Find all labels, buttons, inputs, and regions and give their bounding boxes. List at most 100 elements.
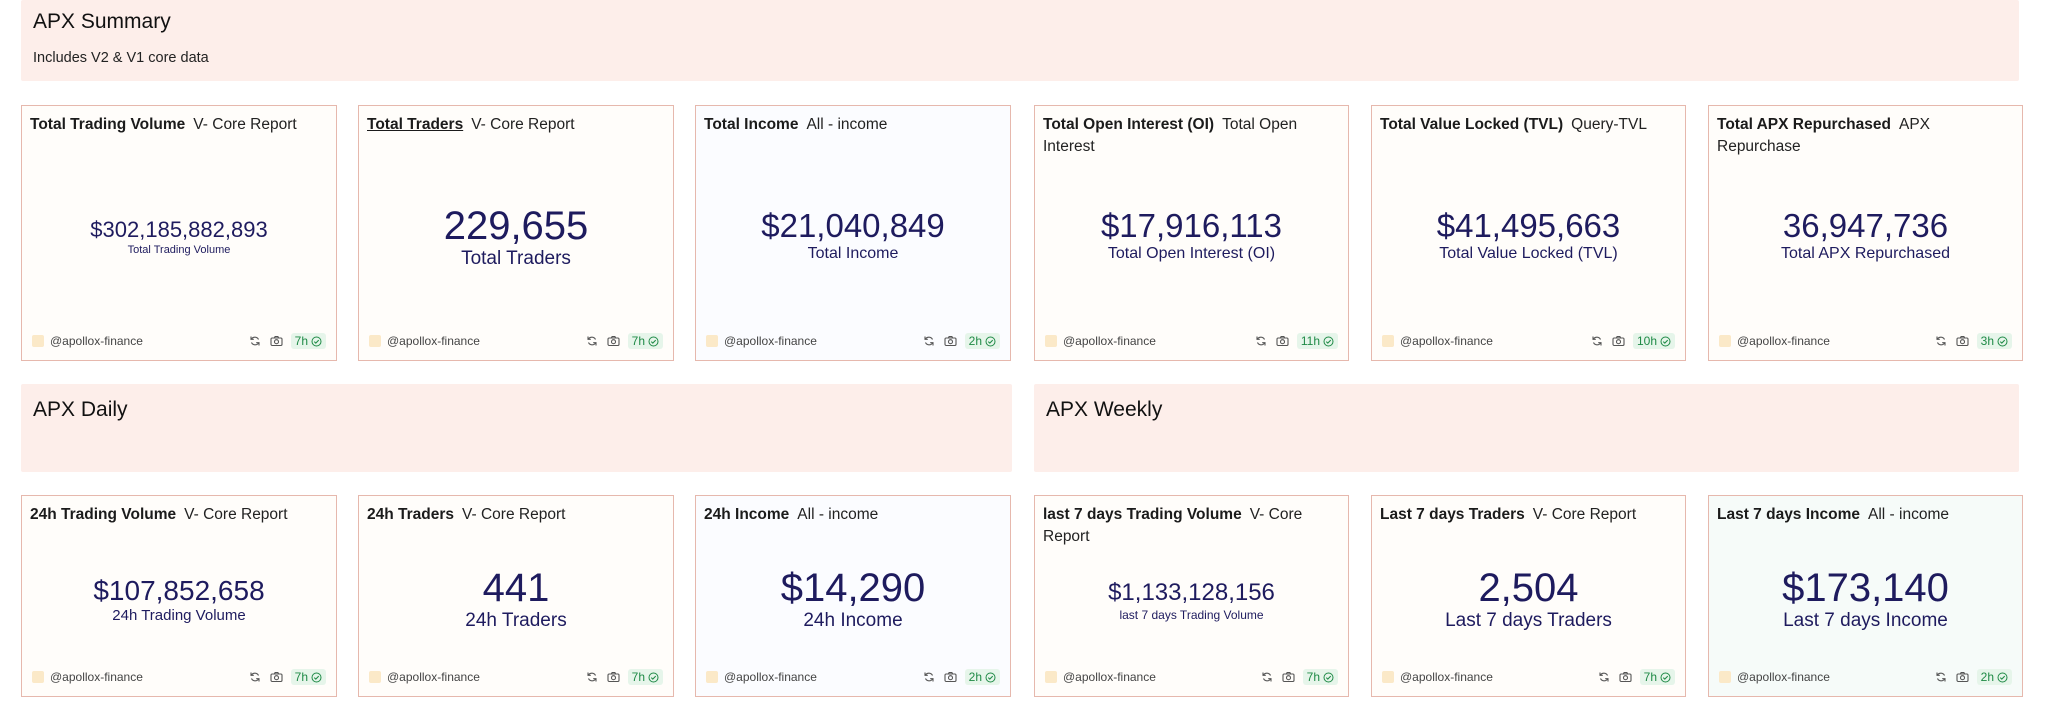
camera-icon[interactable]	[269, 333, 285, 349]
refresh-icon[interactable]	[247, 333, 263, 349]
query-name[interactable]: All - income	[806, 116, 888, 133]
query-name[interactable]: V- Core Report	[462, 506, 566, 523]
counter-card-last-7-days-traders[interactable]: Last 7 days Traders V- Core Report 2,504 …	[1371, 495, 1686, 697]
camera-icon[interactable]	[1955, 333, 1971, 349]
avatar	[32, 671, 44, 683]
owner-link[interactable]: @apollox-finance	[724, 670, 817, 684]
card-title[interactable]: Total Open Interest (OI)	[1043, 116, 1215, 133]
freshness-badge: 7h	[1302, 669, 1338, 685]
counter-card-total-income[interactable]: Total Income All - income $21,040,849 Tot…	[695, 105, 1011, 361]
section-apx-summary: APX Summary Includes V2 & V1 core data	[21, 0, 2019, 81]
refresh-icon[interactable]	[1933, 333, 1949, 349]
counter-label: Last 7 days Traders	[1445, 610, 1612, 631]
camera-icon[interactable]	[943, 669, 959, 685]
check-circle-icon	[648, 672, 659, 682]
card-title[interactable]: 24h Traders	[367, 506, 455, 523]
camera-icon[interactable]	[1618, 669, 1634, 685]
counter-card-total-open-interest[interactable]: Total Open Interest (OI) Total Open Inter…	[1034, 105, 1349, 361]
card-footer: @apollox-finance 11h	[1045, 332, 1338, 350]
owner-link[interactable]: @apollox-finance	[1737, 334, 1830, 348]
card-title[interactable]: Total Income	[704, 116, 799, 133]
card-header: last 7 days Trading Volume V- Core Report	[1043, 504, 1338, 548]
camera-icon[interactable]	[1611, 333, 1627, 349]
refresh-icon[interactable]	[584, 669, 600, 685]
counter-block: $41,495,663 Total Value Locked (TVL)	[1372, 207, 1685, 263]
owner-link[interactable]: @apollox-finance	[50, 334, 143, 348]
check-circle-icon	[1997, 336, 2008, 346]
refresh-icon[interactable]	[1596, 669, 1612, 685]
query-name[interactable]: Total Open Interest	[1043, 116, 1298, 155]
card-title[interactable]: 24h Income	[704, 506, 790, 523]
card-title[interactable]: Total APX Repurchased	[1717, 116, 1891, 133]
query-name[interactable]: V- Core Report	[1532, 506, 1637, 523]
freshness-age: 2h	[968, 334, 982, 348]
freshness-age: 7h	[631, 334, 645, 348]
card-title[interactable]: 24h Trading Volume	[30, 506, 177, 523]
card-title[interactable]: Total Trading Volume	[30, 116, 186, 133]
counter-card-last-7-days-trading-volume[interactable]: last 7 days Trading Volume V- Core Report…	[1034, 495, 1349, 697]
query-name[interactable]: V- Core Report	[193, 116, 297, 133]
owner-link[interactable]: @apollox-finance	[1400, 334, 1493, 348]
counter-card-total-traders[interactable]: Total Traders V- Core Report 229,655 Tota…	[358, 105, 674, 361]
refresh-icon[interactable]	[1933, 669, 1949, 685]
counter-card-24h-traders[interactable]: 24h Traders V- Core Report 441 24h Trader…	[358, 495, 674, 697]
avatar	[706, 671, 718, 683]
refresh-icon[interactable]	[921, 333, 937, 349]
card-header: Total Value Locked (TVL) Query-TVL	[1380, 114, 1675, 136]
counter-card-last-7-days-income[interactable]: Last 7 days Income All - income $173,140 …	[1708, 495, 2023, 697]
counter-label: 24h Trading Volume	[112, 606, 246, 624]
counter-card-24h-income[interactable]: 24h Income All - income $14,290 24h Incom…	[695, 495, 1011, 697]
refresh-icon[interactable]	[584, 333, 600, 349]
card-title[interactable]: Total Value Locked (TVL)	[1380, 116, 1564, 133]
query-name[interactable]: V- Core Report	[1043, 506, 1303, 545]
section-apx-weekly: APX Weekly	[1034, 384, 2019, 472]
camera-icon[interactable]	[1955, 669, 1971, 685]
counter-value: $1,133,128,156	[1108, 579, 1275, 606]
refresh-icon[interactable]	[1253, 333, 1269, 349]
counter-value: $17,916,113	[1100, 207, 1283, 244]
card-title[interactable]: Last 7 days Income	[1717, 506, 1861, 523]
freshness-badge: 7h	[627, 669, 663, 685]
counter-card-total-trading-volume[interactable]: Total Trading Volume V- Core Report $302,…	[21, 105, 337, 361]
camera-icon[interactable]	[606, 333, 622, 349]
counter-block: $1,133,128,156 last 7 days Trading Volum…	[1035, 579, 1348, 623]
camera-icon[interactable]	[943, 333, 959, 349]
counter-card-total-apx-repurchased[interactable]: Total APX Repurchased APX Repurchase 36,9…	[1708, 105, 2023, 361]
owner-link[interactable]: @apollox-finance	[1063, 670, 1156, 684]
owner-link[interactable]: @apollox-finance	[1400, 670, 1493, 684]
refresh-icon[interactable]	[1259, 669, 1275, 685]
query-name[interactable]: All - income	[1868, 506, 1949, 523]
query-name[interactable]: Query-TVL	[1571, 116, 1647, 133]
refresh-icon[interactable]	[1589, 333, 1605, 349]
owner-link[interactable]: @apollox-finance	[387, 670, 480, 684]
camera-icon[interactable]	[606, 669, 622, 685]
card-header: Last 7 days Traders V- Core Report	[1380, 504, 1675, 526]
card-title[interactable]: Total Traders	[367, 116, 464, 133]
camera-icon[interactable]	[1281, 669, 1297, 685]
owner-link[interactable]: @apollox-finance	[1737, 670, 1830, 684]
card-title[interactable]: Last 7 days Traders	[1380, 506, 1525, 523]
counter-card-24h-trading-volume[interactable]: 24h Trading Volume V- Core Report $107,85…	[21, 495, 337, 697]
owner-link[interactable]: @apollox-finance	[50, 670, 143, 684]
refresh-icon[interactable]	[921, 669, 937, 685]
camera-icon[interactable]	[269, 669, 285, 685]
camera-icon[interactable]	[1275, 333, 1291, 349]
card-title[interactable]: last 7 days Trading Volume	[1043, 506, 1242, 523]
counter-label: Total APX Repurchased	[1781, 245, 1950, 263]
counter-card-total-value-locked[interactable]: Total Value Locked (TVL) Query-TVL $41,49…	[1371, 105, 1686, 361]
counter-label: Total Trading Volume	[127, 244, 231, 257]
check-circle-icon	[985, 336, 996, 346]
owner-link[interactable]: @apollox-finance	[724, 334, 817, 348]
card-footer: @apollox-finance 7h	[32, 668, 326, 686]
query-name[interactable]: All - income	[797, 506, 879, 523]
query-name[interactable]: APX Repurchase	[1717, 116, 1930, 155]
owner-link[interactable]: @apollox-finance	[387, 334, 480, 348]
counter-value: 2,504	[1478, 566, 1579, 610]
refresh-icon[interactable]	[247, 669, 263, 685]
query-name[interactable]: V- Core Report	[471, 116, 575, 133]
owner-link[interactable]: @apollox-finance	[1063, 334, 1156, 348]
counter-label: 24h Traders	[465, 610, 567, 631]
query-name[interactable]: V- Core Report	[184, 506, 288, 523]
check-circle-icon	[1323, 336, 1334, 346]
section-apx-daily: APX Daily	[21, 384, 1012, 472]
